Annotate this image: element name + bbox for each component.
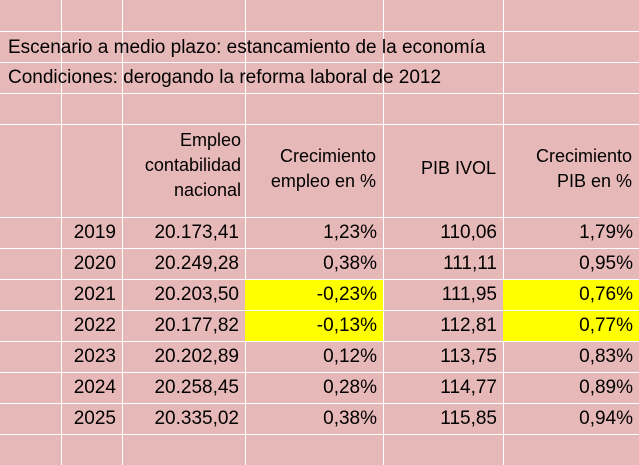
gridline [0,31,639,32]
cell-crec-empleo: 1,23% [323,222,377,243]
cell-crec-pib: 0,94% [579,408,633,429]
cell-pib: 111,11 [443,253,497,274]
cell-crec-empleo: -0,13% [245,311,383,341]
cell-crec-pib: 0,83% [579,346,633,367]
cell-year: 2024 [73,377,116,398]
gridline [0,372,639,373]
cell-empleo: 20.177,82 [154,315,239,336]
cell-year: 2023 [73,346,116,367]
gridline [0,217,639,218]
conditions-title: Condiciones: derogando la reforma labora… [8,67,442,88]
cell-crec-empleo: 0,28% [323,377,377,398]
cell-crec-empleo: -0,23% [245,280,383,310]
cell-crec-empleo: 0,38% [323,253,377,274]
header-pib: PIB IVOL [420,158,496,178]
gridline [503,0,504,465]
gridline [0,434,639,435]
gridline [0,310,639,311]
cell-crec-empleo: 0,12% [323,346,377,367]
gridline [61,0,62,465]
cell-crec-pib: 0,76% [503,280,639,310]
header-empleo: Empleo contabilidad nacional [144,130,241,200]
gridline [0,124,639,125]
cell-pib: 115,85 [440,408,497,429]
scenario-title: Escenario a medio plazo: estancamiento d… [8,37,486,58]
cell-crec-pib: 0,77% [503,311,639,341]
cell-pib: 111,95 [441,284,497,305]
cell-year: 2021 [73,284,116,305]
gridline [0,62,639,63]
gridline [0,93,639,94]
cell-empleo: 20.173,41 [154,222,239,243]
cell-year: 2025 [73,408,116,429]
gridline [0,279,639,280]
cell-empleo: 20.258,45 [154,377,239,398]
cell-crec-pib: 0,95% [579,253,633,274]
gridline [122,0,123,465]
gridline [0,403,639,404]
cell-crec-pib: 0,89% [579,377,633,398]
cell-empleo: 20.335,02 [154,408,239,429]
cell-empleo: 20.202,89 [154,346,239,367]
gridline [383,0,384,465]
cell-pib: 110,06 [440,222,497,243]
gridline [0,341,639,342]
cell-crec-pib: 1,79% [579,222,633,243]
cell-empleo: 20.249,28 [154,253,239,274]
gridline [0,248,639,249]
cell-pib: 114,77 [440,377,497,398]
cell-year: 2020 [73,253,116,274]
cell-pib: 113,75 [440,346,497,367]
cell-pib: 112,81 [440,315,497,336]
cell-year: 2022 [73,315,116,336]
cell-year: 2019 [73,222,116,243]
gridline [245,0,246,465]
cell-crec-empleo: 0,38% [323,408,377,429]
cell-empleo: 20.203,50 [154,284,239,305]
header-crec-empleo: Crecimiento empleo en % [270,146,376,191]
header-crec-pib: Crecimiento PIB en % [535,146,632,191]
